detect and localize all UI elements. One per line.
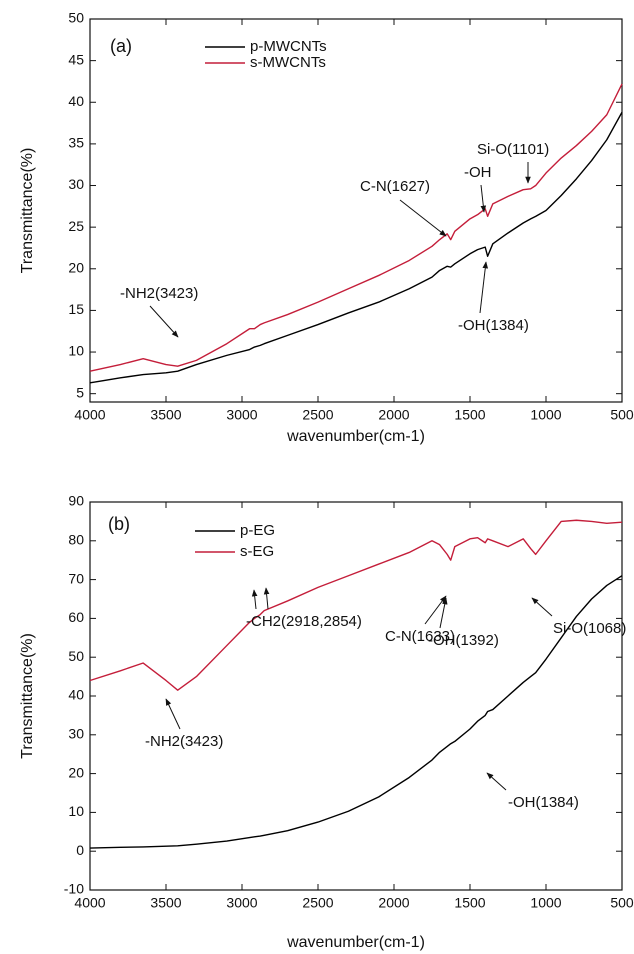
y-tick-label: 20 — [68, 259, 84, 275]
x-tick-label: 2500 — [302, 895, 333, 911]
y-tick-label: 0 — [76, 842, 84, 858]
y-tick-label: 90 — [68, 493, 84, 509]
annotation-arrow — [531, 597, 553, 617]
x-axis-title: wavenumber(cm-1) — [286, 428, 425, 445]
y-tick-label: 40 — [68, 93, 84, 109]
annotation: Si-O(1101) — [477, 141, 549, 158]
annotation-arrow — [263, 587, 270, 610]
annotation: -OH(1384) — [508, 794, 579, 811]
x-tick-label: 3000 — [226, 407, 257, 423]
annotation-arrow — [424, 595, 447, 625]
panel: 5 10 15 20 25 30 35 40 45 50 4000 3500 3000 2500 2000 1… — [19, 10, 634, 446]
y-tick-label: 35 — [68, 135, 84, 151]
x-tick-label: 3000 — [226, 895, 257, 911]
annotation-arrow — [439, 597, 448, 629]
x-tick-label: 2000 — [378, 407, 409, 423]
x-axis-title: wavenumber(cm-1) — [286, 934, 425, 951]
y-axis-title: Transmittance(%) — [19, 633, 36, 759]
plot-frame — [89, 18, 623, 403]
panel-label: (a) — [110, 36, 132, 56]
y-tick-label: 50 — [68, 648, 84, 664]
x-tick-label: 1500 — [454, 407, 485, 423]
y-tick-label: 15 — [68, 301, 84, 317]
y-tick-label: 50 — [68, 10, 84, 26]
y-tick-label: 5 — [76, 384, 84, 400]
annotation-arrow — [399, 199, 447, 237]
y-tick-label: 30 — [68, 176, 84, 192]
annotation: C-N(1627) — [360, 178, 430, 195]
annotation-arrow — [479, 261, 489, 314]
annotation-arrow — [480, 184, 487, 213]
y-tick-label: 45 — [68, 51, 84, 67]
x-tick-label: 1500 — [454, 895, 485, 911]
panel-label: (b) — [108, 514, 130, 534]
annotation-arrow — [165, 698, 181, 730]
x-tick-label: 1000 — [530, 895, 561, 911]
plot-frame — [89, 501, 623, 891]
y-tick-label: 80 — [68, 532, 84, 548]
y-tick-label: 25 — [68, 218, 84, 234]
legend-label: s-MWCNTs — [250, 54, 326, 71]
y-tick-label: 30 — [68, 726, 84, 742]
spectrum-line — [89, 575, 623, 849]
x-tick-label: 500 — [610, 407, 634, 423]
y-tick-label: 40 — [68, 687, 84, 703]
spectrum-line — [89, 111, 623, 384]
y-tick-label: -10 — [64, 881, 84, 897]
spectrum-line — [89, 83, 623, 372]
panel: -10 0 10 20 30 40 50 60 70 80 90 4000 3500 3000 2500 20… — [19, 493, 634, 952]
annotation-arrow — [251, 589, 258, 610]
annotation-arrow — [486, 772, 507, 791]
x-tick-label: 3500 — [150, 407, 181, 423]
x-tick-label: 2000 — [378, 895, 409, 911]
x-tick-label: 4000 — [74, 407, 105, 423]
annotation: -OH(1392) — [428, 632, 499, 649]
x-tick-label: 1000 — [530, 407, 561, 423]
annotation: C-N(1633) — [385, 628, 455, 645]
y-tick-label: 10 — [68, 803, 84, 819]
x-tick-label: 4000 — [74, 895, 105, 911]
x-tick-label: 500 — [610, 895, 634, 911]
annotation: -CH2(2918,2854) — [246, 613, 362, 630]
annotation: Si-O(1068) — [553, 620, 626, 637]
legend-label: s-EG — [240, 543, 274, 560]
y-tick-label: 60 — [68, 609, 84, 625]
annotation: -NH2(3423) — [145, 733, 223, 750]
y-tick-label: 70 — [68, 570, 84, 586]
x-tick-label: 3500 — [150, 895, 181, 911]
y-tick-label: 10 — [68, 343, 84, 359]
x-tick-label: 2500 — [302, 407, 333, 423]
y-axis-title: Transmittance(%) — [19, 148, 36, 274]
legend-label: p-MWCNTs — [250, 38, 327, 55]
annotation: -OH(1384) — [458, 317, 529, 334]
legend-label: p-EG — [240, 522, 275, 539]
y-tick-label: 20 — [68, 764, 84, 780]
annotation-arrow — [149, 305, 179, 338]
annotation: -NH2(3423) — [120, 285, 198, 302]
spectrum-line — [89, 519, 623, 691]
annotation: -OH — [464, 164, 492, 181]
